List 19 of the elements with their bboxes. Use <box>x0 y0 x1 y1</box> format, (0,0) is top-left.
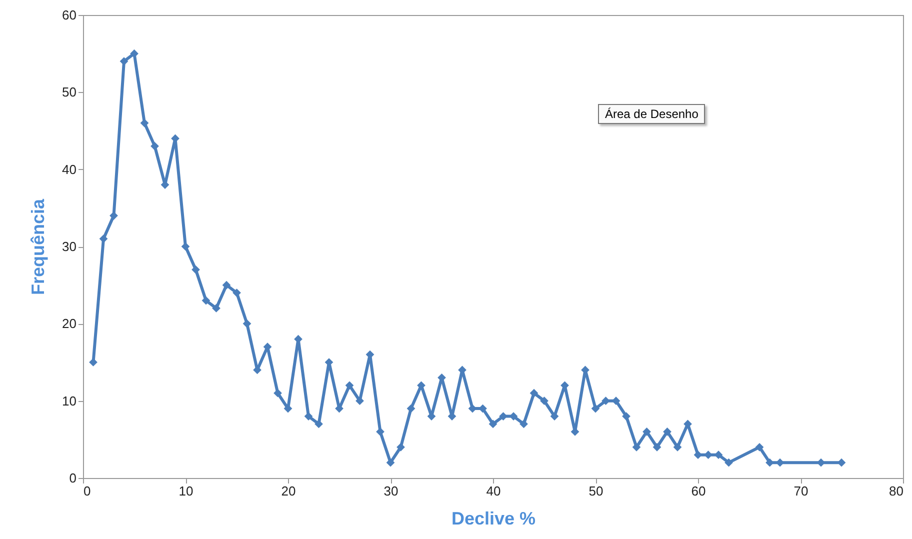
y-tick-label: 10 <box>62 393 76 408</box>
y-tick-label: 50 <box>62 84 76 100</box>
x-tick-label: 0 <box>84 484 91 498</box>
y-tick-label: 30 <box>62 239 76 254</box>
x-tick-label: 60 <box>691 484 706 498</box>
x-tick-label: 70 <box>794 484 808 498</box>
x-tick-label: 30 <box>384 484 398 498</box>
y-tick-label: 20 <box>62 316 76 332</box>
y-tick-label: 0 <box>69 470 76 486</box>
x-tick-label: 50 <box>588 484 604 498</box>
x-tick-label: 80 <box>889 484 904 498</box>
y-axis-title: Frequência <box>28 198 48 296</box>
y-tick-label: 60 <box>62 8 76 22</box>
x-tick-label: 40 <box>486 484 501 498</box>
x-tick-label: 20 <box>281 484 296 498</box>
annotation: Área de Desenho <box>598 104 706 124</box>
x-tick-label: 10 <box>178 484 194 498</box>
x-axis-title: Declive % <box>451 508 536 528</box>
y-tick-label: 40 <box>62 162 76 177</box>
